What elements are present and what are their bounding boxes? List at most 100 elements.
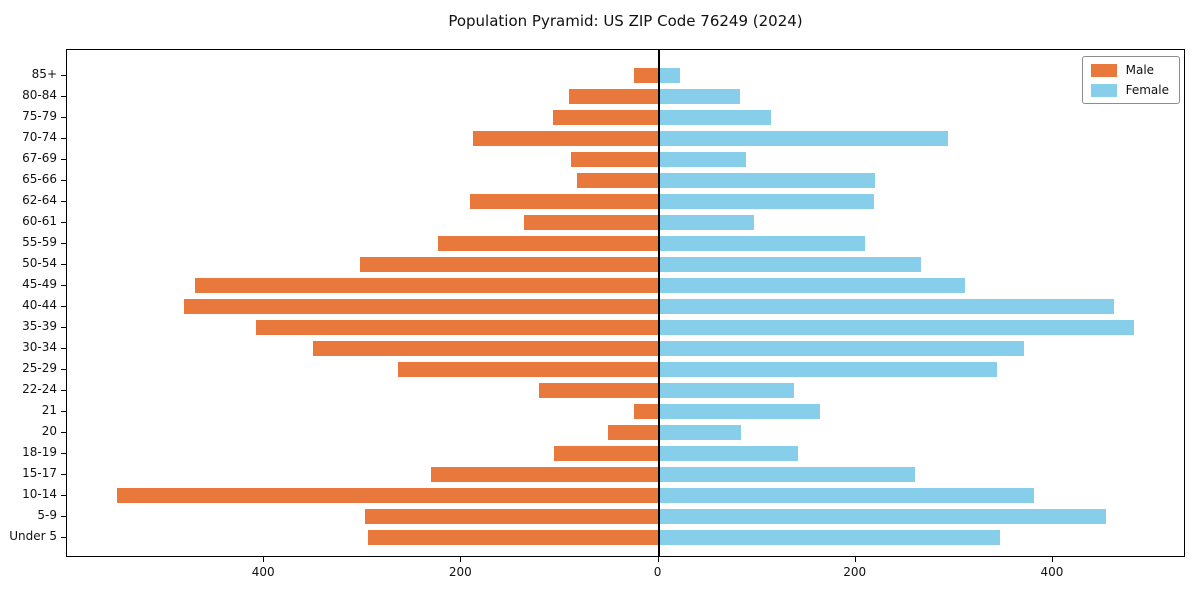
- female-bar: [658, 299, 1115, 314]
- female-bar: [658, 383, 794, 398]
- female-bar: [658, 236, 865, 251]
- y-tick-mark: [61, 432, 66, 433]
- y-tick-label: 18-19: [22, 445, 57, 459]
- male-bar: [430, 467, 659, 482]
- female-bar: [658, 509, 1107, 524]
- y-tick-mark: [61, 75, 66, 76]
- legend-item-female: Female: [1090, 83, 1169, 97]
- male-bar: [437, 236, 659, 251]
- y-tick-label: 20: [41, 424, 57, 438]
- legend: Male Female: [1081, 56, 1180, 104]
- x-tick-label: 400: [251, 565, 275, 579]
- male-bar: [524, 215, 659, 230]
- y-tick-label: 80-84: [22, 88, 57, 102]
- male-bar: [398, 362, 659, 377]
- y-tick-label: 55-59: [22, 235, 57, 249]
- y-tick-mark: [61, 516, 66, 517]
- y-tick-mark: [61, 390, 66, 391]
- y-tick-mark: [61, 285, 66, 286]
- male-bar: [359, 257, 659, 272]
- female-bar: [658, 110, 771, 125]
- female-bar: [658, 488, 1035, 503]
- female-legend-label: Female: [1125, 83, 1169, 97]
- female-bar: [658, 152, 747, 167]
- male-bar: [608, 425, 659, 440]
- female-bar: [658, 215, 755, 230]
- female-bar: [658, 257, 921, 272]
- y-tick-label: 21: [41, 403, 57, 417]
- y-tick-mark: [61, 453, 66, 454]
- y-tick-mark: [61, 306, 66, 307]
- female-bar: [658, 320, 1134, 335]
- y-tick-mark: [61, 243, 66, 244]
- female-bar: [658, 425, 742, 440]
- x-tick-mark: [657, 557, 659, 562]
- chart-title: Population Pyramid: US ZIP Code 76249 (2…: [448, 12, 803, 30]
- male-bar: [554, 446, 659, 461]
- x-tick-mark: [263, 557, 265, 562]
- y-tick-mark: [61, 201, 66, 202]
- y-tick-label: 67-69: [22, 151, 57, 165]
- zero-axis-line: [657, 50, 660, 556]
- y-tick-mark: [61, 537, 66, 538]
- male-bar: [568, 89, 659, 104]
- y-tick-label: 60-61: [22, 214, 57, 228]
- y-tick-mark: [61, 159, 66, 160]
- y-tick-mark: [61, 96, 66, 97]
- y-tick-mark: [61, 369, 66, 370]
- y-tick-mark: [61, 180, 66, 181]
- male-bar: [470, 194, 659, 209]
- y-tick-mark: [61, 411, 66, 412]
- y-tick-mark: [61, 117, 66, 118]
- x-tick-mark: [854, 557, 856, 562]
- y-tick-label: 30-34: [22, 340, 57, 354]
- female-bar: [658, 446, 798, 461]
- y-tick-label: 22-24: [22, 382, 57, 396]
- male-bar: [367, 530, 659, 545]
- y-tick-mark: [61, 327, 66, 328]
- female-bar: [658, 173, 876, 188]
- male-legend-swatch: [1090, 63, 1117, 77]
- female-bar: [658, 278, 966, 293]
- y-tick-label: 10-14: [22, 487, 57, 501]
- y-tick-label: 5-9: [37, 508, 57, 522]
- x-tick-label: 200: [448, 565, 472, 579]
- male-bar: [633, 404, 659, 419]
- male-bar: [553, 110, 659, 125]
- y-tick-mark: [61, 495, 66, 496]
- y-tick-mark: [61, 264, 66, 265]
- x-tick-label: 400: [1040, 565, 1064, 579]
- y-tick-label: 25-29: [22, 361, 57, 375]
- y-tick-label: 35-39: [22, 319, 57, 333]
- x-tick-label: 0: [653, 565, 662, 579]
- y-tick-label: 15-17: [22, 466, 57, 480]
- male-bar: [184, 299, 659, 314]
- male-bar: [539, 383, 659, 398]
- female-bar: [658, 362, 997, 377]
- y-tick-mark: [61, 138, 66, 139]
- y-tick-label: 70-74: [22, 130, 57, 144]
- male-bar: [195, 278, 659, 293]
- male-bar: [256, 320, 659, 335]
- female-bar: [658, 404, 821, 419]
- y-tick-mark: [61, 474, 66, 475]
- x-tick-label: 200: [843, 565, 867, 579]
- male-bar: [633, 68, 659, 83]
- female-bar: [658, 467, 915, 482]
- legend-item-male: Male: [1090, 63, 1169, 77]
- male-bar: [313, 341, 659, 356]
- y-tick-label: 40-44: [22, 298, 57, 312]
- male-bar: [570, 152, 659, 167]
- x-tick-mark: [460, 557, 462, 562]
- male-legend-label: Male: [1125, 63, 1155, 77]
- female-bar: [658, 89, 741, 104]
- y-tick-label: Under 5: [9, 529, 57, 543]
- y-tick-label: 62-64: [22, 193, 57, 207]
- plot-area: Male Female: [66, 49, 1185, 557]
- male-bar: [364, 509, 659, 524]
- female-bar: [658, 131, 949, 146]
- male-bar: [117, 488, 659, 503]
- y-tick-mark: [61, 348, 66, 349]
- female-bar: [658, 194, 875, 209]
